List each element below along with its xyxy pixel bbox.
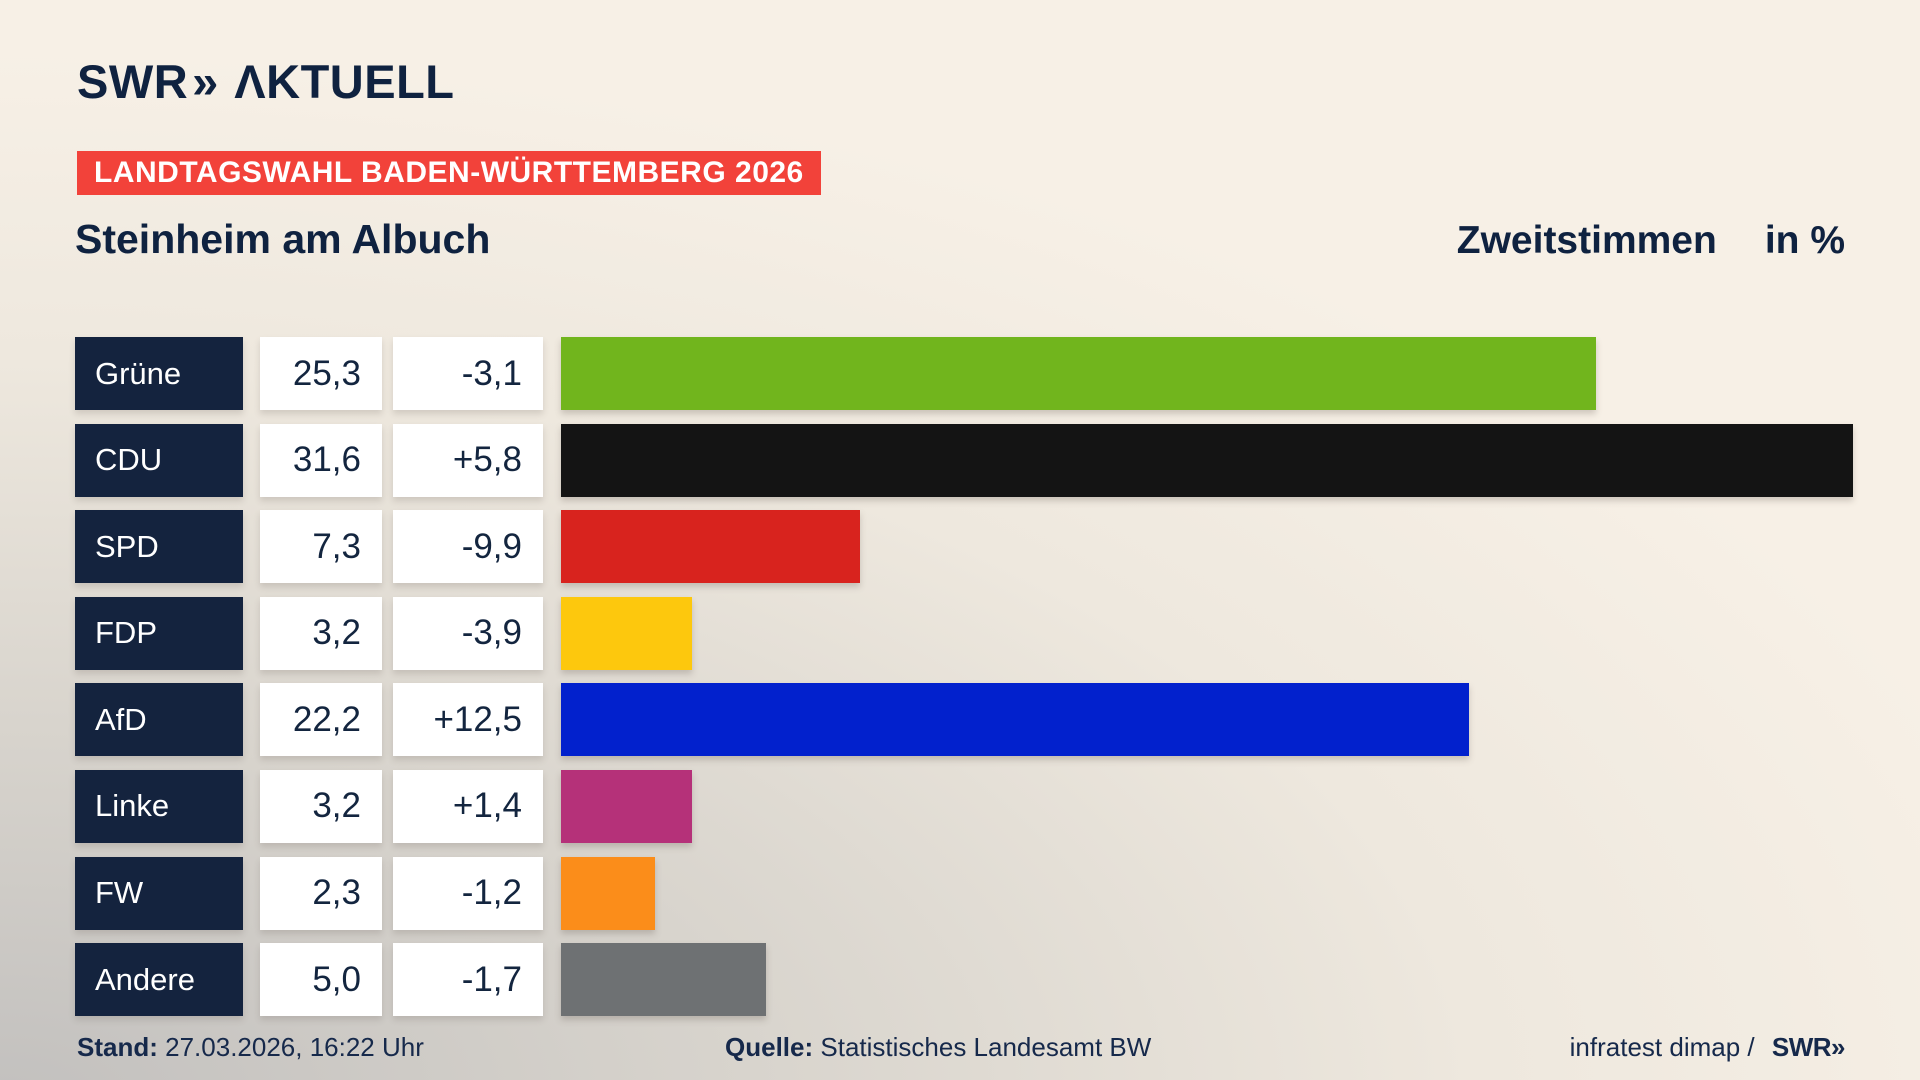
bar-chart: Grüne 25,3 -3,1 CDU 31,6 +5,8 SPD 7,3 -9… [75,337,1853,1017]
credit-text: infratest dimap / [1569,1032,1755,1062]
double-chevron-icon: » [192,55,218,108]
party-label: CDU [75,423,243,497]
timestamp-label: Stand: [77,1032,158,1062]
aktuell-logo-text: ΛKTUELL [234,55,455,108]
timestamp-value: 27.03.2026, 16:22 Uhr [165,1032,424,1062]
result-bar [561,596,692,670]
party-label: Grüne [75,337,243,410]
party-row: SPD 7,3 -9,9 [75,510,1853,584]
party-row: CDU 31,6 +5,8 [75,423,1853,497]
party-row: FDP 3,2 -3,9 [75,596,1853,670]
election-banner: LANDTAGSWAHL BADEN-WÜRTTEMBERG 2026 [77,151,821,195]
result-bar [561,337,1596,410]
measure-label: Zweitstimmen [1456,219,1717,262]
party-row: AfD 22,2 +12,5 [75,683,1853,757]
source-label: Quelle: [725,1032,814,1062]
swr-logo-text: SWR [77,55,189,108]
party-value: 31,6 [260,423,382,497]
result-bar [561,423,1853,497]
municipality-title: Steinheim am Albuch [75,216,491,262]
source: Quelle: Statistisches Landesamt BW [725,1032,1151,1063]
unit-label: in % [1764,219,1845,262]
party-label: Andere [75,943,243,1017]
party-change: -1,2 [393,856,543,930]
party-label: Linke [75,769,243,843]
party-label: SPD [75,510,243,584]
party-label: FDP [75,596,243,670]
party-value: 5,0 [260,943,382,1017]
party-change: +1,4 [393,769,543,843]
credit: infratest dimap / SWR» [1569,1032,1846,1063]
party-row: FW 2,3 -1,2 [75,856,1853,930]
measure-header: Zweitstimmen in % [1457,219,1845,263]
party-change: -3,9 [393,596,543,670]
party-change: +5,8 [393,423,543,497]
party-label: FW [75,856,243,930]
party-change: -1,7 [393,943,543,1017]
swr-aktuell-logo: SWR » ΛKTUELL [77,58,455,105]
party-value: 3,2 [260,596,382,670]
party-row: Grüne 25,3 -3,1 [75,337,1853,410]
party-row: Andere 5,0 -1,7 [75,943,1853,1017]
party-value: 2,3 [260,856,382,930]
party-value: 3,2 [260,769,382,843]
result-bar [561,683,1469,757]
party-change: -9,9 [393,510,543,584]
party-value: 22,2 [260,683,382,757]
result-bar [561,769,692,843]
party-change: +12,5 [393,683,543,757]
timestamp: Stand: 27.03.2026, 16:22 Uhr [77,1032,424,1063]
party-row: Linke 3,2 +1,4 [75,769,1853,843]
party-value: 25,3 [260,337,382,410]
party-value: 7,3 [260,510,382,584]
result-bar [561,943,766,1017]
swr-credit-logo: SWR» [1771,1032,1846,1062]
party-change: -3,1 [393,337,543,410]
result-bar [561,510,860,584]
result-bar [561,856,655,930]
source-value: Statistisches Landesamt BW [820,1032,1152,1062]
party-label: AfD [75,683,243,757]
